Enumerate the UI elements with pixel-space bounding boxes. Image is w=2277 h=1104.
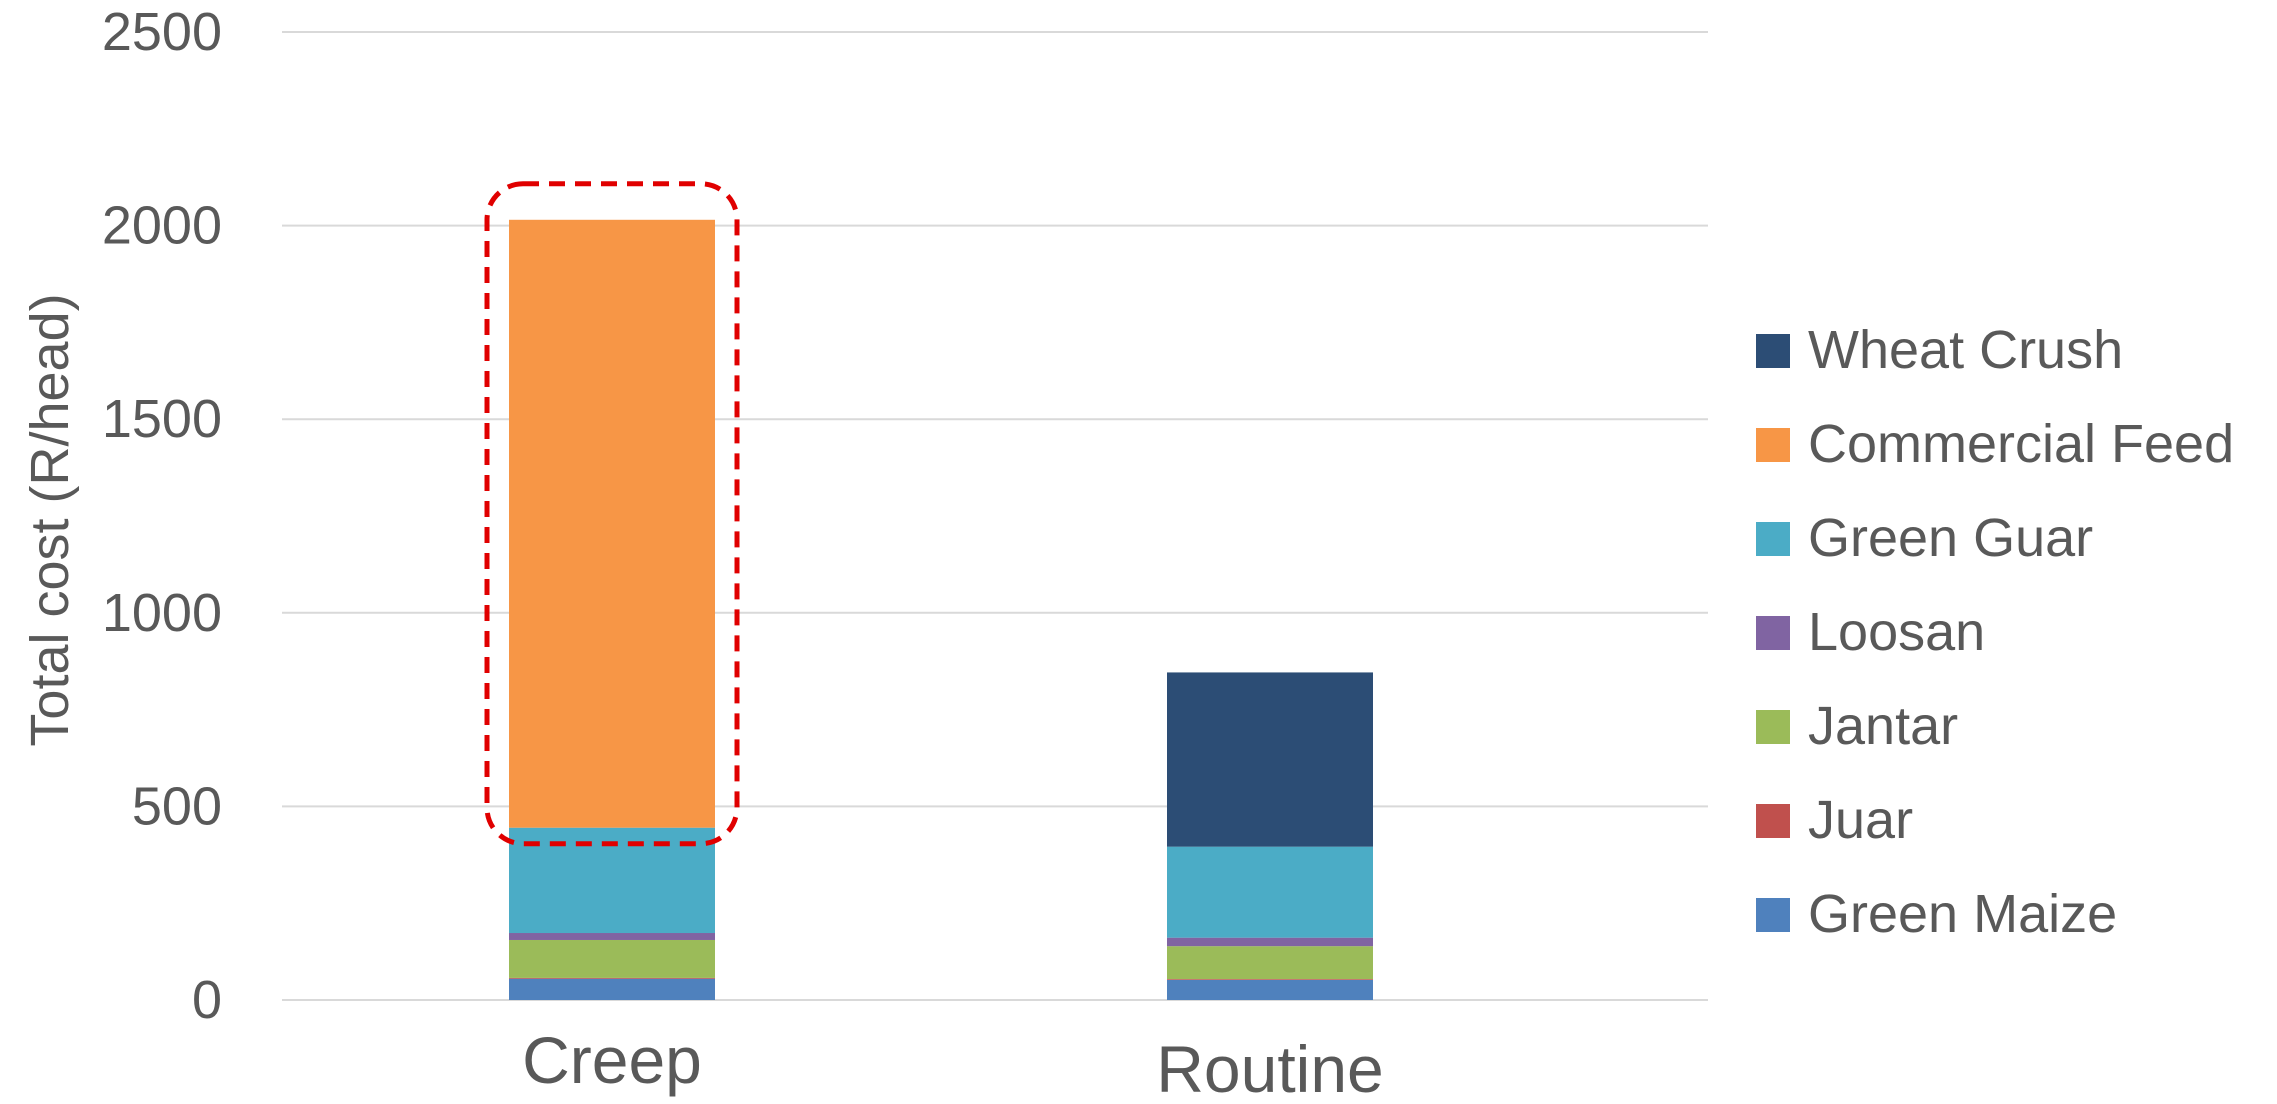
y-tick-label: 0 [192, 970, 222, 1030]
legend-label: Loosan [1808, 602, 1985, 662]
highlight-box [484, 181, 740, 847]
legend-label: Wheat Crush [1808, 320, 2123, 380]
y-axis-label: Total cost (R/head) [20, 293, 80, 746]
gridlines [282, 31, 1708, 1001]
bar-segment-juar-creep [509, 977, 715, 979]
y-tick-label: 1500 [102, 389, 222, 449]
bar-segment-green-maize-creep [509, 978, 715, 1000]
x-tick-label: Routine [1156, 1032, 1384, 1099]
legend-swatch [1756, 334, 1790, 368]
y-tick-label: 2000 [102, 196, 222, 256]
legend-swatch [1756, 428, 1790, 462]
y-tick-label: 500 [132, 776, 222, 836]
x-axis-ticks: Creep Routine [522, 1023, 1384, 1104]
y-tick-label: 2500 [102, 2, 222, 62]
bar-segment-juar-routine [1167, 979, 1373, 980]
bar-segment-wheat-crush-routine [1167, 672, 1373, 847]
legend-label: Green Guar [1808, 508, 2093, 568]
legend-swatch [1756, 804, 1790, 838]
annotations [484, 181, 740, 847]
legend: Wheat Crush Commercial Feed Green Guar Loos… [1756, 320, 2234, 944]
y-axis-ticks: 0 500 1000 1500 2000 2500 [102, 2, 222, 1030]
bar-segment-loosan-routine [1167, 937, 1373, 947]
bar-segment-jantar-creep [509, 939, 715, 978]
x-tick-label: Creep [522, 1023, 702, 1097]
bar-segment-jantar-routine [1167, 946, 1373, 980]
legend-swatch [1756, 710, 1790, 744]
bar-segment-loosan-creep [509, 933, 715, 940]
bar-segment-green-maize-routine [1167, 979, 1373, 1000]
bars [509, 219, 1373, 1000]
legend-label: Green Maize [1808, 884, 2117, 944]
legend-label: Commercial Feed [1808, 414, 2234, 474]
legend-swatch [1756, 898, 1790, 932]
legend-swatch [1756, 616, 1790, 650]
bar-segment-commercial-feed-creep [509, 219, 715, 828]
y-tick-label: 1000 [102, 583, 222, 643]
legend-label: Jantar [1808, 696, 1958, 756]
legend-label: Juar [1808, 790, 1913, 850]
legend-swatch [1756, 522, 1790, 556]
bar-segment-green-guar-routine [1167, 846, 1373, 938]
